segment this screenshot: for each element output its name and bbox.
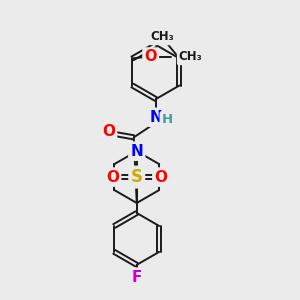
Text: O: O xyxy=(144,50,157,64)
Text: CH₃: CH₃ xyxy=(151,30,174,44)
Text: O: O xyxy=(102,124,115,139)
Text: F: F xyxy=(132,270,142,285)
Text: S: S xyxy=(131,168,143,186)
Text: O: O xyxy=(106,169,119,184)
Text: CH₃: CH₃ xyxy=(179,50,202,64)
Text: N: N xyxy=(130,144,143,159)
Text: N: N xyxy=(149,110,162,125)
Text: O: O xyxy=(154,169,167,184)
Text: H: H xyxy=(161,113,172,126)
